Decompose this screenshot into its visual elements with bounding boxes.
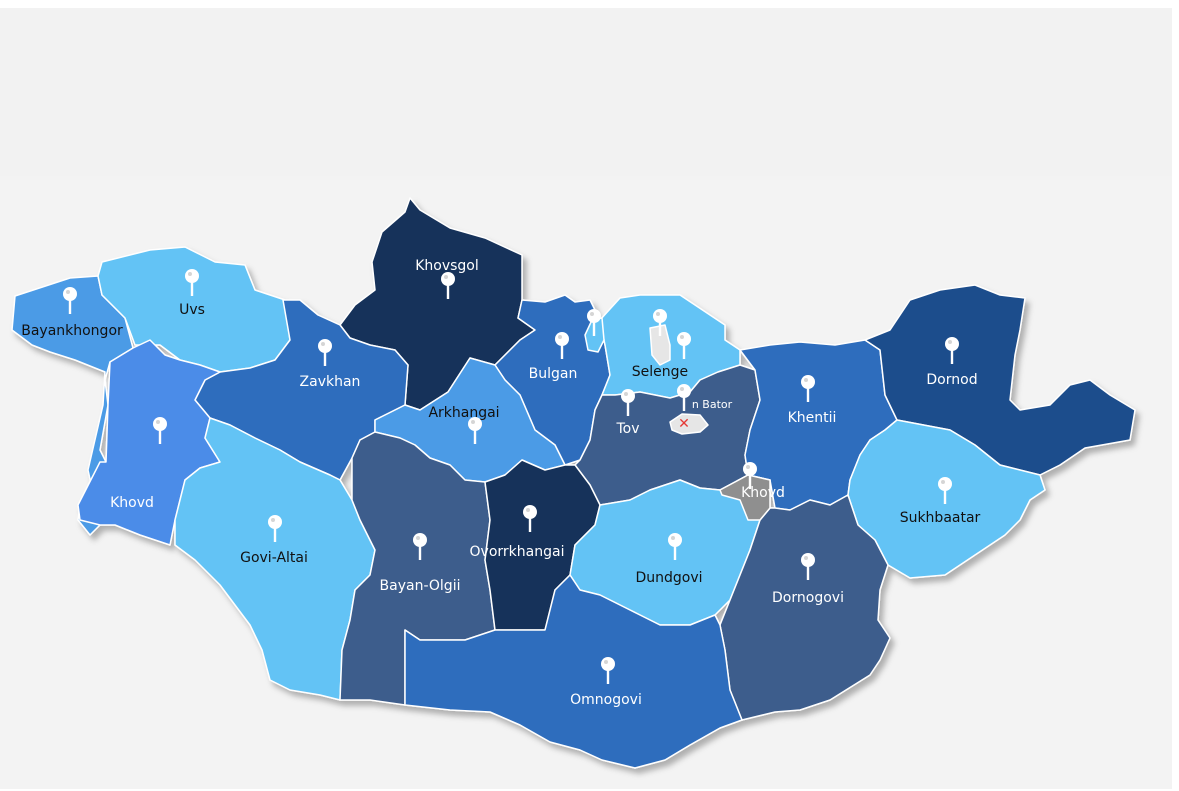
region-bulgan-inset-20[interactable] xyxy=(649,324,671,366)
label-khentii: Khentii xyxy=(788,410,837,426)
label-dornod: Dornod xyxy=(926,372,977,388)
right-edge xyxy=(1172,0,1179,791)
label-bulgan: Bulgan xyxy=(529,366,578,382)
region-sukhbaatar-15[interactable] xyxy=(847,419,1046,579)
label-omnogovi: Omnogovi xyxy=(570,692,642,708)
label-sukhbaatar: Sukhbaatar xyxy=(900,510,981,526)
label-bayan-olgii: Bayan-Olgii xyxy=(380,578,461,594)
top-band xyxy=(0,8,1172,176)
region-selenge-inset-21[interactable] xyxy=(669,413,709,435)
label-khovd: Khovd xyxy=(110,495,154,511)
label-zavkhan: Zavkhan xyxy=(300,374,361,390)
region-dornogovi-16[interactable] xyxy=(719,494,891,721)
label-dundgovi: Dundgovi xyxy=(635,570,702,586)
region-omnogovi-17[interactable] xyxy=(404,574,743,769)
label-govi-altai: Govi-Altai xyxy=(240,550,308,566)
label-bayankhongor: Bayankhongor xyxy=(21,323,123,339)
label-tov: Tov xyxy=(615,421,639,437)
label-ovorrkhangai: Ovorrkhangai xyxy=(470,544,565,560)
label-khovsgol: Khovsgol xyxy=(415,258,479,274)
red-star-icon: ✕ xyxy=(678,415,690,431)
label-selenge: Selenge xyxy=(632,364,688,380)
capital-label: n Bator xyxy=(692,398,733,411)
region-khovd-18[interactable] xyxy=(719,474,771,521)
label-khovd: Khovd xyxy=(741,485,785,501)
label-dornogovi: Dornogovi xyxy=(772,590,844,606)
label-arkhangai: Arkhangai xyxy=(428,405,499,421)
label-uvs: Uvs xyxy=(179,302,205,318)
